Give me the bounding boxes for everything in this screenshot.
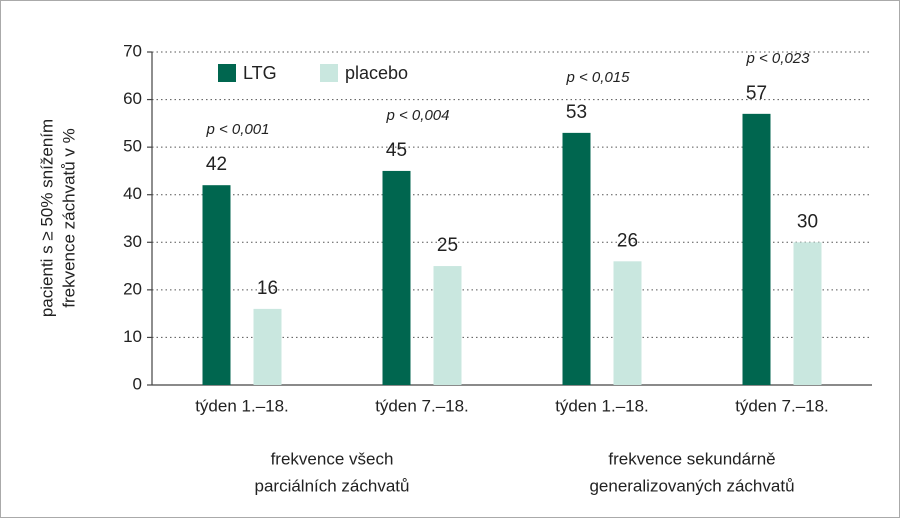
y-tick-label: 40 (123, 184, 142, 203)
group-label: parciálních záchvatů (255, 476, 410, 495)
legend-label: LTG (243, 63, 277, 83)
group-label: frekvence všech (271, 449, 394, 468)
x-tick-label: týden 7.–18. (375, 396, 469, 415)
value-label: 16 (257, 278, 278, 299)
y-axis-label: frekvence záchvatů v % (59, 128, 78, 308)
legend-label: placebo (345, 63, 408, 83)
bar (202, 185, 231, 385)
annotation: p < 0,004 (386, 107, 450, 124)
x-tick-label: týden 1.–18. (555, 396, 649, 415)
bar (382, 170, 411, 385)
group-label: generalizovaných záchvatů (589, 476, 794, 495)
value-label: 45 (386, 140, 407, 161)
value-label: 25 (437, 235, 458, 256)
annotation: p < 0,015 (566, 69, 631, 86)
y-tick-label: 0 (133, 374, 142, 393)
x-tick-label: týden 7.–18. (735, 396, 829, 415)
y-tick-label: 10 (123, 327, 142, 346)
value-label: 42 (206, 154, 227, 175)
y-axis-label: pacienti s ≥ 50% snížením (37, 119, 56, 317)
group-label: frekvence sekundárně (608, 449, 775, 468)
y-tick-label: 50 (123, 137, 142, 156)
bar (742, 113, 771, 385)
annotation: p < 0,001 (206, 121, 270, 138)
bar (793, 242, 822, 385)
y-tick-label: 60 (123, 89, 142, 108)
legend-swatch (218, 64, 236, 82)
annotation: p < 0,023 (746, 50, 811, 67)
bar (562, 132, 591, 385)
legend-swatch (320, 64, 338, 82)
value-label: 26 (617, 230, 638, 251)
y-tick-label: 20 (123, 279, 142, 298)
value-label: 53 (566, 102, 587, 123)
bar (253, 308, 282, 385)
y-tick-label: 30 (123, 232, 142, 251)
value-label: 57 (746, 83, 767, 104)
bar (613, 261, 642, 385)
value-label: 30 (797, 211, 818, 232)
bar (433, 266, 462, 385)
x-tick-label: týden 1.–18. (195, 396, 289, 415)
y-tick-label: 70 (123, 41, 142, 60)
